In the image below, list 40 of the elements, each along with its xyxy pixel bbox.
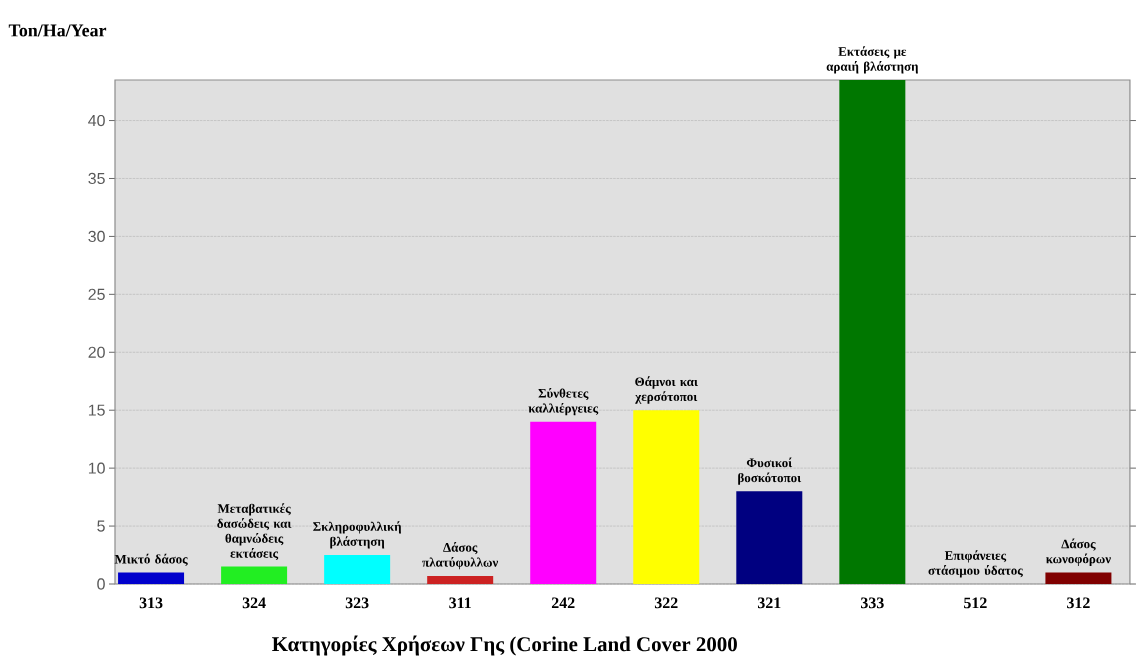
- bar: [324, 555, 391, 584]
- x-tick-label: 313: [139, 597, 163, 609]
- bar: [736, 491, 803, 584]
- y-tick-label: 25: [88, 288, 105, 300]
- bar: [118, 572, 185, 584]
- y-tick-label: 0: [97, 578, 105, 590]
- y-tick-label: 35: [88, 172, 105, 185]
- bar: [1045, 572, 1112, 584]
- y-tick-label: 15: [88, 404, 105, 416]
- y-axis-title: Ton/Ha/Year: [8, 24, 107, 37]
- annotation: Θάμνοι και χερσότοποι: [635, 376, 698, 404]
- x-tick-label: 322: [654, 597, 678, 609]
- bar: [530, 421, 597, 584]
- y-tick-label: 20: [88, 346, 105, 358]
- y-tick-label: 5: [97, 520, 105, 532]
- x-axis-title: Κατηγορίες Χρήσεων Γης (Corine Land Cover 2000: [272, 635, 737, 656]
- annotation: Μεταβατικές δασώδεις και θαμνώδεις εκτάσεις: [217, 503, 292, 561]
- y-tick-label: 30: [88, 230, 105, 243]
- annotation: Σύνθετες καλλιέργειες: [528, 387, 599, 416]
- x-tick-label: 512: [964, 597, 987, 609]
- bar: [839, 80, 906, 584]
- x-tick-label: 333: [860, 597, 884, 609]
- annotation: Σκληροφυλλική βλάστηση: [313, 521, 402, 549]
- annotation: Μικτό δάσος: [114, 553, 188, 566]
- x-tick-label: 324: [242, 597, 266, 609]
- x-tick-label: 321: [757, 597, 781, 609]
- bar: [427, 575, 494, 584]
- annotation: Δάσος κωνοφόρων: [1046, 538, 1111, 566]
- x-tick-label: 323: [345, 597, 369, 609]
- y-tick-label: 40: [88, 114, 105, 127]
- bar: [221, 566, 288, 584]
- annotation: Επιφάνειες στάσιμου ύδατος: [928, 550, 1023, 578]
- annotation: Φυσικοί βοσκότοποι: [738, 457, 802, 485]
- y-tick-label: 10: [88, 462, 105, 474]
- x-tick-label: 312: [1067, 597, 1090, 609]
- annotation: Εκτάσεις με αραιή βλάστηση: [826, 46, 918, 74]
- annotation: Δάσος πλατύφυλλων: [422, 542, 499, 570]
- bar: [633, 410, 700, 584]
- x-tick-label: 311: [449, 597, 471, 609]
- x-tick-label: 242: [551, 597, 575, 609]
